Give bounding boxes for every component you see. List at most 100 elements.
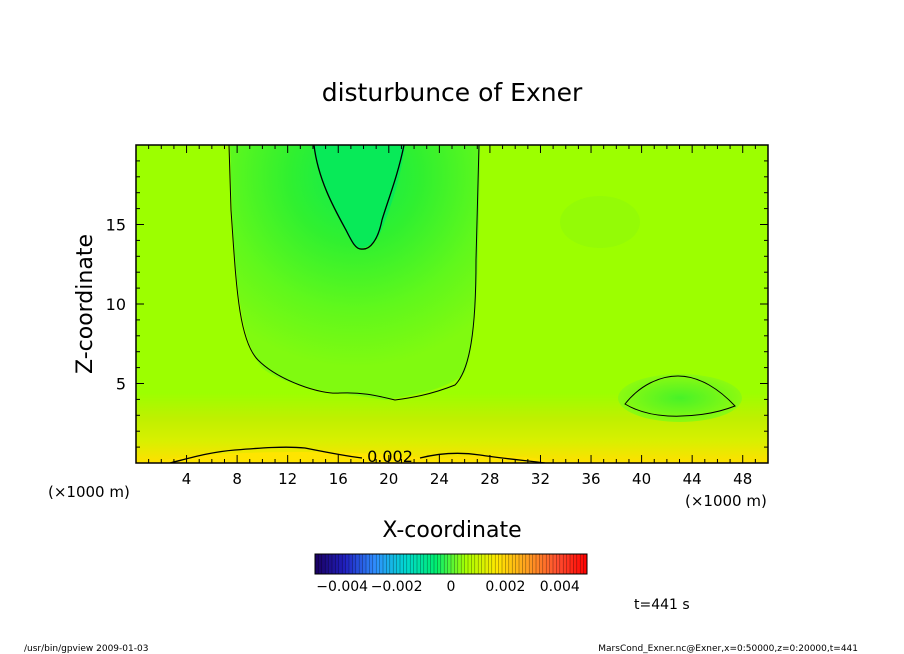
y-tick-label: 10	[106, 295, 126, 314]
colorbar-segment	[461, 554, 465, 574]
x-tick-label: 40	[632, 470, 651, 488]
colorbar-segment	[386, 554, 391, 574]
colorbar-segment	[566, 554, 571, 574]
colorbar-segment	[515, 554, 520, 574]
colorbar-segment	[427, 554, 431, 574]
colorbar-segment	[379, 554, 384, 574]
colorbar-segment	[447, 554, 452, 574]
colorbar-segment	[553, 554, 557, 574]
colorbar-segment	[400, 554, 404, 574]
footer-left: /usr/bin/gpview 2009-01-03	[24, 644, 148, 654]
x-unit-label-left: (×1000 m)	[48, 483, 130, 501]
x-tick-label: 48	[733, 470, 752, 488]
x-tick-label: 4	[182, 470, 192, 488]
x-tick-label: 24	[430, 470, 449, 488]
colorbar-segment	[491, 554, 496, 574]
plume-region	[230, 145, 480, 400]
y-tick-labels: 5 10 15	[106, 216, 126, 394]
colorbar-segment	[355, 554, 360, 574]
colorbar-segment	[542, 554, 547, 574]
colorbar-segment	[345, 554, 350, 574]
colorbar-segment	[563, 554, 567, 574]
contour-line-plume-core	[313, 145, 405, 250]
colorbar-segment	[573, 554, 578, 574]
x-tick-label: 44	[683, 470, 702, 488]
colorbar-segment	[359, 554, 363, 574]
colorbar-segment	[471, 554, 476, 574]
bottom-yellow-band	[153, 452, 447, 463]
colorbar-segment	[549, 554, 554, 574]
colorbar-tick-labels: −0.004 −0.002 0 0.002 0.004	[316, 579, 580, 595]
colorbar-segment	[532, 554, 537, 574]
colorbar-segment	[468, 554, 472, 574]
x-unit-label-right: (×1000 m)	[685, 492, 767, 510]
colorbar-segment	[335, 554, 340, 574]
y-tick-label: 5	[116, 375, 126, 394]
colorbar-segment	[505, 554, 510, 574]
colorbar-segment	[423, 554, 428, 574]
colorbar-segment	[410, 554, 414, 574]
x-tick-labels: 4 8 12 16 20 24 28 32 36 40 44 48	[182, 470, 752, 488]
x-tick-label: 12	[278, 470, 297, 488]
colorbar-segment	[389, 554, 394, 574]
axis-ticks	[136, 145, 768, 463]
lower-right-blob	[618, 374, 742, 422]
colorbar-segment	[372, 554, 377, 574]
heatmap-field	[136, 145, 768, 463]
colorbar-segment	[583, 554, 588, 574]
colorbar-segment	[362, 554, 367, 574]
colorbar-segment	[481, 554, 486, 574]
colorbar-segment	[420, 554, 425, 574]
colorbar-segment	[464, 554, 469, 574]
colorbar-segment	[396, 554, 401, 574]
colorbar-segment	[454, 554, 459, 574]
colorbar-segment	[529, 554, 533, 574]
colorbar-segment	[508, 554, 513, 574]
colorbar-tick-label: −0.004	[316, 579, 368, 595]
colorbar-segment	[376, 554, 380, 574]
colorbar-segment	[478, 554, 482, 574]
colorbar-segment	[369, 554, 374, 574]
colorbar-segment	[519, 554, 523, 574]
colorbar-tick-label: 0	[447, 579, 456, 595]
colorbar-segment	[342, 554, 346, 574]
colorbar-segment	[444, 554, 448, 574]
colorbar-segment	[366, 554, 370, 574]
colorbar-segment	[536, 554, 540, 574]
colorbar-segment	[338, 554, 343, 574]
colorbar-segment	[393, 554, 397, 574]
footer-right: MarsCond_Exner.nc@Exner,x=0:50000,z=0:20…	[598, 644, 858, 654]
colorbar-segment	[434, 554, 438, 574]
colorbar-segment	[498, 554, 503, 574]
colorbar-segment	[413, 554, 418, 574]
colorbar-segment	[328, 554, 333, 574]
x-tick-label: 32	[531, 470, 550, 488]
upper-right-blob	[560, 196, 640, 248]
colorbar-segment	[580, 554, 584, 574]
colorbar-segment	[318, 554, 323, 574]
colorbar-tick-label: −0.002	[371, 579, 423, 595]
colorbar-segment	[440, 554, 445, 574]
colorbar-segment	[406, 554, 411, 574]
colorbar-segment	[321, 554, 326, 574]
colorbar-segment	[352, 554, 357, 574]
colorbar-segment	[383, 554, 387, 574]
colorbar-segment	[522, 554, 527, 574]
colorbar-segment	[488, 554, 493, 574]
colorbar-segment	[485, 554, 489, 574]
contour-line-bottom	[169, 446, 546, 463]
x-tick-label: 28	[480, 470, 499, 488]
colorbar-segment	[474, 554, 479, 574]
colorbar-segment	[502, 554, 506, 574]
colorbar-segment	[437, 554, 442, 574]
x-tick-label: 20	[379, 470, 398, 488]
colorbar-segment	[539, 554, 544, 574]
contour-line-plume-outer	[228, 145, 480, 401]
colorbar-segment	[451, 554, 455, 574]
y-tick-label: 15	[106, 216, 126, 235]
colorbar-segment	[332, 554, 336, 574]
colorbar-segment	[315, 554, 319, 574]
colorbar-segment	[325, 554, 329, 574]
x-tick-label: 16	[329, 470, 348, 488]
